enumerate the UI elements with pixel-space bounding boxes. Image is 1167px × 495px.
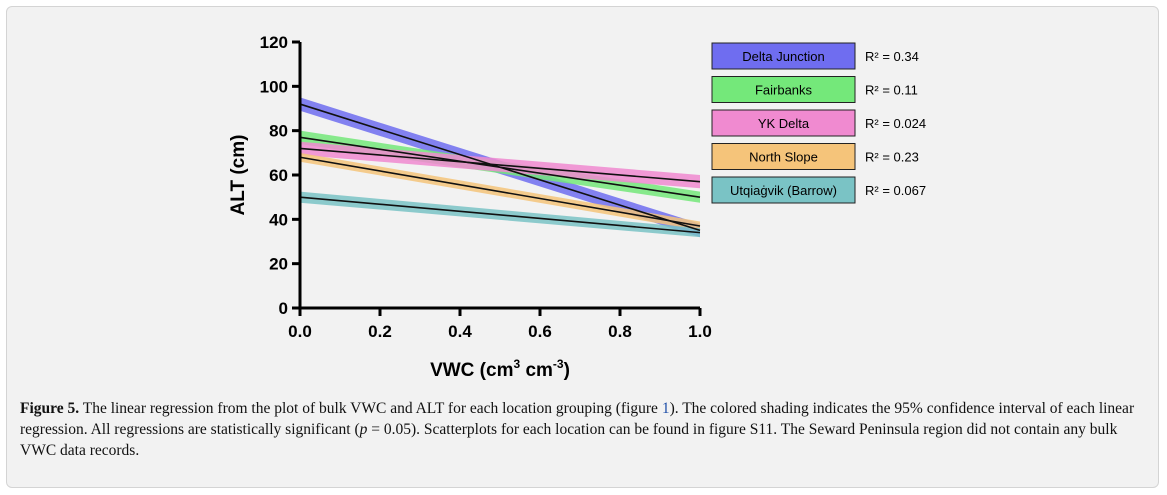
x-axis-title: VWC (cm3 cm-3): [430, 357, 570, 381]
legend-swatch: [711, 109, 856, 137]
figure-ref-link[interactable]: 1: [661, 400, 670, 417]
y-tick-label: 80: [269, 122, 288, 141]
figure-caption: Figure 5. The linear regression from the…: [20, 400, 1135, 459]
x-tick-label: 0.6: [528, 322, 552, 341]
regression-line-4: [299, 156, 701, 227]
y-ticks: 0 20 40 60 80 100 120: [260, 33, 300, 318]
r-squared-label: R² = 0.34: [865, 49, 919, 64]
y-tick-label: 0: [279, 299, 288, 318]
y-tick-label: 20: [269, 255, 288, 274]
x-axis-title-sup: 3: [513, 357, 520, 371]
legend-label: Delta Junction: [742, 49, 824, 64]
x-axis-title-sup: -3: [553, 357, 564, 371]
figure-panel: [6, 6, 1159, 488]
legend-label: North Slope: [749, 150, 818, 165]
y-axis-title: ALT (cm): [228, 135, 249, 216]
x-tick-label: 1.0: [688, 322, 712, 341]
x-tick-label: 0.8: [608, 322, 632, 341]
regression-lines: [299, 103, 701, 234]
r-squared-label: R² = 0.067: [865, 183, 926, 198]
y-tick-label: 100: [260, 77, 288, 96]
legend-swatch: [711, 176, 856, 204]
caption-label: Figure 5.: [20, 400, 80, 417]
regression-line-2: [299, 136, 701, 198]
y-tick-label: 40: [269, 210, 288, 229]
r-squared-label: R² = 0.23: [865, 150, 919, 165]
r-squared-label: R² = 0.11: [865, 83, 918, 98]
y-tick-label: 60: [269, 166, 288, 185]
legend-swatch: [711, 42, 856, 70]
legend-label: YK Delta: [758, 116, 810, 131]
p-symbol: p: [359, 421, 368, 438]
r-squared-label: R² = 0.024: [865, 116, 926, 131]
x-tick-label: 0.4: [448, 322, 472, 341]
legend-swatch: [711, 76, 856, 103]
regression-line-3: [299, 147, 701, 183]
x-tick-label: 0.2: [368, 322, 392, 341]
legend: Delta Junction R² = 0.34 Fairbanks R² = 0.1…: [711, 42, 926, 204]
x-ticks: 0.0 0.2 0.4 0.6 0.8 1.0: [288, 308, 712, 341]
legend-label: Utqiaġvik (Barrow): [730, 183, 837, 198]
legend-label: Fairbanks: [755, 83, 813, 98]
y-tick-label: 120: [260, 33, 288, 52]
regression-line-5: [299, 196, 701, 234]
regression-chart: 0 20 40 60 80 100 120 0.0 0.2 0.4 0.6 0.8 1.0 ALT (…: [228, 33, 926, 381]
x-tick-label: 0.0: [288, 322, 312, 341]
legend-swatch: [711, 143, 856, 170]
